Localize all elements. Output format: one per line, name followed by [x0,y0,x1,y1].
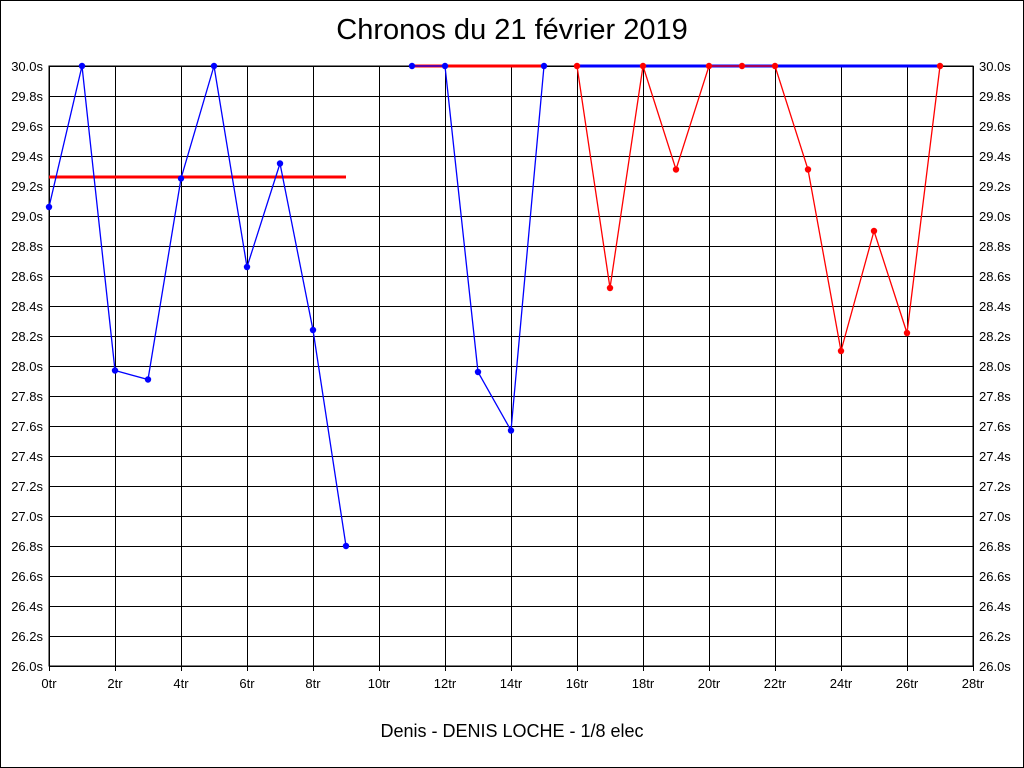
y-tick-label-left: 28.2s [11,329,43,344]
data-point [936,62,944,70]
y-tick-label-left: 27.2s [11,479,43,494]
data-point [540,62,548,70]
y-tick-label-right: 28.2s [979,329,1011,344]
data-point [639,62,647,70]
data-point [606,284,614,292]
y-tick-label-right: 27.2s [979,479,1011,494]
x-axis-labels: 0tr 2tr 4tr 6tr 8tr 10tr 12tr 14tr 16tr 18tr 20tr 2… [41,676,984,691]
data-point [342,542,350,550]
y-tick-label-left: 28.6s [11,269,43,284]
data-point [111,367,119,374]
y-tick-label-right: 28.0s [979,359,1011,374]
y-tick-label-left: 30.0s [11,59,43,74]
x-tick-label: 2tr [107,676,123,691]
y-tick-label-left: 27.8s [11,389,43,404]
data-point [507,427,515,434]
y-tick-label-right: 26.0s [979,659,1011,674]
x-tick-label: 4tr [173,676,189,691]
y-tick-label-right: 27.6s [979,419,1011,434]
x-tick-label: 24tr [830,676,853,691]
y-tick-label-right: 29.2s [979,179,1011,194]
y-tick-label-left: 26.6s [11,569,43,584]
data-point [78,62,86,70]
data-point [837,347,845,355]
y-tick-label-right: 27.4s [979,449,1011,464]
data-point [309,326,317,334]
data-point [672,166,680,173]
y-tick-label-left: 29.2s [11,179,43,194]
data-point [903,329,911,337]
data-point [870,227,878,235]
x-tick-label: 10tr [368,676,391,691]
data-point [45,203,53,211]
data-point [804,166,812,173]
y-tick-label-right: 29.0s [979,209,1011,224]
y-tick-label-left: 26.0s [11,659,43,674]
y-tick-label-right: 26.4s [979,599,1011,614]
chart-footer: Denis - DENIS LOCHE - 1/8 elec [380,721,644,741]
y-axis-left-labels: 26.0s 26.2s 26.4s 26.6s 26.8s 27.0s 27.2s 27.4s… [11,59,43,674]
y-tick-label-right: 28.8s [979,239,1011,254]
y-tick-label-right: 29.8s [979,89,1011,104]
y-tick-label-right: 26.6s [979,569,1011,584]
y-tick-label-left: 27.4s [11,449,43,464]
series [45,62,944,550]
y-tick-label-right: 29.4s [979,149,1011,164]
data-point [441,62,449,70]
series-line [48,65,347,547]
chart-title: Chronos du 21 février 2019 [336,14,688,46]
data-point [177,175,185,182]
grid [49,66,974,671]
y-tick-label-left: 28.4s [11,299,43,314]
y-tick-label-right: 27.8s [979,389,1011,404]
x-tick-label: 12tr [434,676,457,691]
y-tick-label-left: 29.8s [11,89,43,104]
data-point [771,62,779,70]
x-tick-label: 14tr [500,676,523,691]
data-point [705,62,713,70]
x-tick-label: 20tr [698,676,721,691]
data-point [243,263,251,271]
y-tick-label-left: 27.0s [11,509,43,524]
data-point [276,160,284,167]
y-tick-label-left: 29.4s [11,149,43,164]
y-tick-label-right: 30.0s [979,59,1011,74]
data-point [474,368,482,376]
data-point [408,62,416,70]
x-tick-label: 16tr [566,676,589,691]
series-line [576,65,941,352]
y-tick-label-right: 28.6s [979,269,1011,284]
y-tick-label-left: 28.0s [11,359,43,374]
data-point [144,376,152,383]
y-tick-label-left: 26.2s [11,629,43,644]
y-axis-right-labels: 26.0s 26.2s 26.4s 26.6s 26.8s 27.0s 27.2s 27.4s… [979,59,1011,674]
data-point [210,62,218,70]
y-tick-label-left: 28.8s [11,239,43,254]
y-tick-label-left: 27.6s [11,419,43,434]
data-point [738,62,746,70]
y-tick-label-right: 26.8s [979,539,1011,554]
series-line [412,65,545,433]
y-tick-label-right: 29.6s [979,119,1011,134]
y-tick-label-right: 28.4s [979,299,1011,314]
x-tick-label: 6tr [239,676,255,691]
x-tick-label: 8tr [305,676,321,691]
x-tick-label: 22tr [764,676,787,691]
x-tick-label: 0tr [41,676,57,691]
x-tick-label: 18tr [632,676,655,691]
y-tick-label-left: 29.6s [11,119,43,134]
reference-lines [49,64,940,179]
y-tick-label-right: 27.0s [979,509,1011,524]
y-tick-label-left: 26.4s [11,599,43,614]
x-tick-label: 28tr [962,676,985,691]
y-tick-label-left: 26.8s [11,539,43,554]
x-tick-label: 26tr [896,676,919,691]
y-tick-label-right: 26.2s [979,629,1011,644]
y-tick-label-left: 29.0s [11,209,43,224]
data-point [573,62,581,70]
